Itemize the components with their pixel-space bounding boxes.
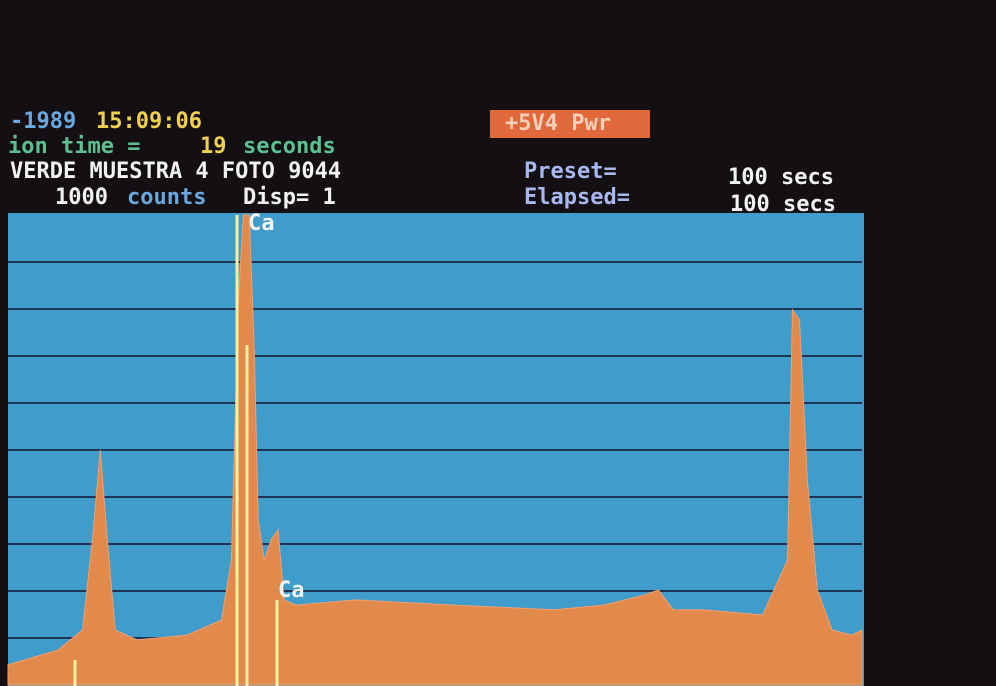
preset-value: 100 secs — [728, 165, 834, 190]
time: 15:09:06 — [96, 109, 202, 134]
elapsed-label: Elapsed= — [524, 185, 630, 210]
sample: VERDE MUESTRA 4 FOTO 9044 — [10, 159, 341, 184]
date: -1989 — [10, 109, 76, 134]
screen: -1989 15:09:06 +5V4 Pwr ion time = 19 se… — [0, 0, 996, 686]
page: -1989 15:09:06 +5V4 Pwr ion time = 19 se… — [0, 0, 996, 686]
preset-label: Preset= — [524, 159, 617, 184]
acq-label: ion time = — [8, 134, 140, 159]
acq-value: 19 — [200, 134, 227, 159]
peak-label: Ca — [278, 578, 305, 603]
acq-unit: seconds — [243, 134, 336, 159]
scale-unit: counts — [127, 185, 206, 210]
status: +5V4 Pwr — [505, 111, 611, 136]
scale-value: 1000 — [55, 185, 108, 210]
display: Disp= 1 — [243, 185, 336, 210]
peak-label: Ca — [248, 211, 275, 236]
